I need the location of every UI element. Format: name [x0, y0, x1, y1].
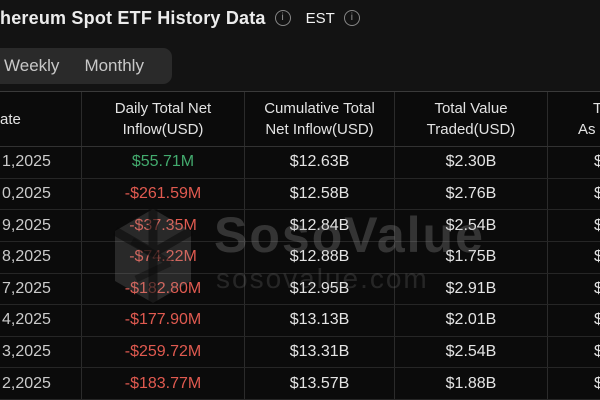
- etf-history-table: ate Daily Total Net Inflow(USD) Cumulati…: [0, 91, 600, 400]
- col-header-value-traded: Total Value Traded(USD): [395, 92, 548, 146]
- page-title: hereum Spot ETF History Data: [0, 7, 266, 28]
- tab-weekly[interactable]: Weekly: [4, 56, 60, 75]
- cell-total-assets: $: [594, 184, 600, 202]
- col-header-daily-inflow: Daily Total Net Inflow(USD): [82, 92, 245, 146]
- cell-daily-inflow: -$177.90M: [82, 305, 245, 336]
- cell-value-traded: $1.88B: [395, 368, 548, 399]
- page-header: hereum Spot ETF History Data i EST i: [0, 0, 360, 36]
- period-tabbar: Weekly Monthly: [0, 48, 172, 84]
- cell-cumulative-inflow: $12.88B: [245, 241, 395, 273]
- cell-value-traded: $1.75B: [395, 241, 548, 273]
- cell-cumulative-inflow: $13.31B: [245, 336, 395, 368]
- cell-total-assets: $: [594, 216, 600, 234]
- cell-cumulative-inflow: $12.84B: [245, 210, 395, 241]
- table-row: 2,2025 -$183.77M $13.57B $1.88B $: [0, 368, 600, 400]
- cell-daily-inflow: -$261.59M: [82, 178, 245, 210]
- cell-daily-inflow: -$182.80M: [82, 273, 245, 305]
- cell-date: 8,2025: [0, 241, 82, 273]
- cell-value-traded: $2.30B: [395, 147, 548, 178]
- cell-value-traded: $2.01B: [395, 305, 548, 336]
- table-row: 1,2025 $55.71M $12.63B $2.30B $: [0, 147, 600, 179]
- table-header-row: ate Daily Total Net Inflow(USD) Cumulati…: [0, 92, 600, 147]
- cell-date: 0,2025: [0, 178, 82, 210]
- cell-total-assets: $: [594, 311, 600, 329]
- cell-value-traded: $2.76B: [395, 178, 548, 210]
- cell-cumulative-inflow: $13.13B: [245, 305, 395, 336]
- table-row: 8,2025 -$74.22M $12.88B $1.75B $: [0, 241, 600, 274]
- cell-value-traded: $2.54B: [395, 210, 548, 241]
- table-row: 7,2025 -$182.80M $12.95B $2.91B $: [0, 273, 600, 306]
- tab-monthly[interactable]: Monthly: [84, 56, 144, 75]
- cell-date: 9,2025: [0, 210, 82, 241]
- cell-daily-inflow: -$74.22M: [82, 241, 245, 273]
- cell-daily-inflow: -$259.72M: [82, 336, 245, 368]
- timezone-label: EST: [305, 9, 335, 27]
- cell-date: 3,2025: [0, 336, 82, 368]
- cell-cumulative-inflow: $12.63B: [245, 147, 395, 178]
- table-row: 4,2025 -$177.90M $13.13B $2.01B $: [0, 305, 600, 337]
- table-body: 1,2025 $55.71M $12.63B $2.30B $ 0,2025 -…: [0, 147, 600, 400]
- table-row: 0,2025 -$261.59M $12.58B $2.76B $: [0, 178, 600, 211]
- col-header-date: ate: [0, 92, 82, 146]
- col-header-total-assets: T As: [578, 100, 600, 138]
- cell-daily-inflow: -$183.77M: [82, 368, 245, 399]
- cell-cumulative-inflow: $13.57B: [245, 368, 395, 399]
- cell-daily-inflow: $55.71M: [82, 147, 245, 178]
- table-row: 9,2025 -$37.35M $12.84B $2.54B $: [0, 210, 600, 242]
- cell-total-assets: $: [594, 248, 600, 266]
- cell-date: 2,2025: [0, 368, 82, 399]
- cell-value-traded: $2.54B: [395, 336, 548, 368]
- cell-total-assets: $: [594, 374, 600, 392]
- cell-total-assets: $: [594, 153, 600, 171]
- cell-total-assets: $: [594, 343, 600, 361]
- cell-date: 7,2025: [0, 273, 82, 305]
- col-header-cumulative-inflow: Cumulative Total Net Inflow(USD): [245, 92, 395, 146]
- table-row: 3,2025 -$259.72M $13.31B $2.54B $: [0, 336, 600, 369]
- cell-total-assets: $: [594, 279, 600, 297]
- cell-value-traded: $2.91B: [395, 273, 548, 305]
- cell-date: 1,2025: [0, 147, 82, 178]
- cell-date: 4,2025: [0, 305, 82, 336]
- title-info-icon[interactable]: i: [274, 10, 291, 26]
- cell-cumulative-inflow: $12.58B: [245, 178, 395, 210]
- cell-cumulative-inflow: $12.95B: [245, 273, 395, 305]
- cell-daily-inflow: -$37.35M: [82, 210, 245, 241]
- timezone-info-icon[interactable]: i: [343, 10, 360, 26]
